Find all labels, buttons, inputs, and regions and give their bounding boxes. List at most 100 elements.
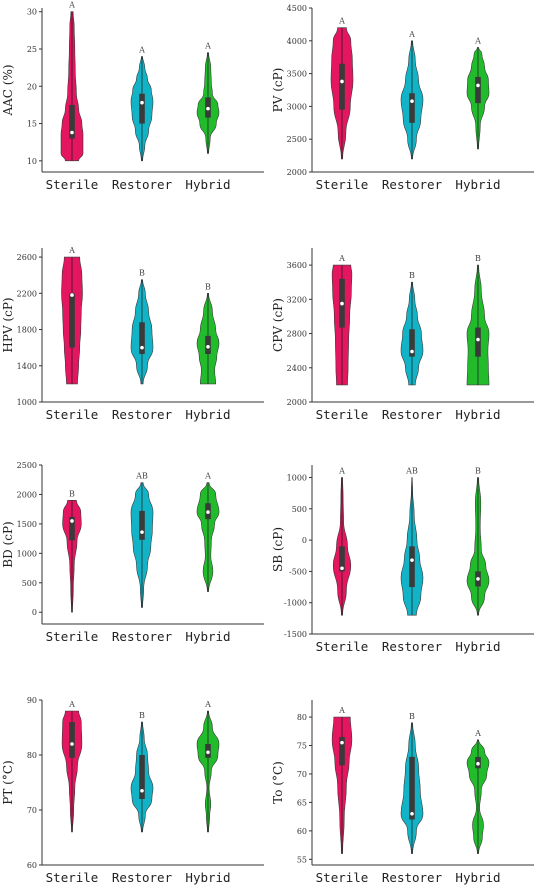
iqr-box bbox=[409, 329, 415, 357]
y-tick-label: 2800 bbox=[287, 330, 307, 339]
violin-restorer: AB Restorer bbox=[382, 467, 443, 654]
iqr-box bbox=[409, 93, 415, 123]
significance-letter: A bbox=[204, 42, 211, 51]
y-tick-label: 4500 bbox=[287, 4, 307, 13]
significance-letter: B bbox=[409, 271, 415, 280]
significance-letter: A bbox=[338, 254, 345, 263]
significance-letter: A bbox=[474, 729, 481, 738]
category-label: Restorer bbox=[382, 407, 443, 422]
violin-sterile: A Sterile bbox=[46, 246, 99, 422]
median-dot bbox=[70, 742, 74, 746]
median-dot bbox=[206, 344, 210, 349]
median-dot bbox=[410, 99, 414, 103]
category-label: Hybrid bbox=[455, 407, 500, 422]
panel-to-c: 55 60 65 70 75 80 To (°C) A Sterile B Restorer A Hyb… bbox=[271, 700, 534, 885]
significance-letter: A bbox=[338, 706, 345, 715]
violin-restorer: AB Restorer bbox=[112, 472, 173, 644]
y-tick-label: 75 bbox=[297, 742, 307, 751]
violin-sterile: A Sterile bbox=[316, 467, 369, 654]
significance-letter: A bbox=[338, 467, 345, 476]
y-tick-label: 80 bbox=[297, 713, 307, 722]
y-tick-label: 70 bbox=[297, 770, 307, 779]
category-label: Restorer bbox=[112, 629, 173, 644]
category-label: Restorer bbox=[112, 407, 173, 422]
violin-restorer: A Restorer bbox=[112, 45, 173, 192]
median-dot bbox=[206, 750, 210, 755]
violin-hybrid: A Hybrid bbox=[185, 700, 230, 885]
iqr-box bbox=[475, 76, 481, 104]
significance-letter: AB bbox=[135, 472, 148, 481]
panel-sb-cp: -1500 -1000 -500 0 500 1000 SB (cP) A Sterile AB R… bbox=[271, 465, 534, 654]
significance-letter: A bbox=[138, 45, 145, 54]
violin-restorer: B Restorer bbox=[382, 271, 443, 422]
median-dot bbox=[410, 558, 414, 562]
significance-letter: A bbox=[204, 700, 211, 709]
y-tick-label: 3600 bbox=[287, 261, 307, 270]
y-axis-label: To (°C) bbox=[271, 761, 285, 804]
category-label: Restorer bbox=[112, 870, 173, 885]
iqr-box bbox=[139, 510, 145, 540]
median-dot bbox=[476, 577, 480, 581]
significance-letter: A bbox=[474, 36, 481, 45]
y-axis-label: BD (cP) bbox=[1, 521, 15, 567]
y-tick-label: 90 bbox=[27, 696, 37, 705]
y-tick-label: 1500 bbox=[17, 520, 37, 529]
median-dot bbox=[140, 530, 144, 534]
iqr-box bbox=[409, 546, 415, 588]
y-tick-label: -1500 bbox=[284, 630, 307, 639]
category-label: Hybrid bbox=[185, 870, 230, 885]
y-tick-label: 1400 bbox=[17, 362, 37, 371]
y-tick-label: 3200 bbox=[287, 295, 307, 304]
median-dot bbox=[206, 106, 210, 111]
category-label: Hybrid bbox=[455, 177, 500, 192]
panel-aac: 10 15 20 25 30 AAC (%) A Sterile A Restorer A Hybri… bbox=[1, 1, 264, 192]
category-label: Hybrid bbox=[455, 870, 500, 885]
median-dot bbox=[70, 293, 74, 297]
significance-letter: B bbox=[409, 712, 415, 721]
significance-letter: B bbox=[139, 711, 145, 720]
median-dot bbox=[140, 788, 144, 793]
y-tick-label: 80 bbox=[27, 751, 37, 760]
violin-hybrid: A Hybrid bbox=[185, 472, 230, 644]
y-tick-label: 2400 bbox=[287, 364, 307, 373]
y-tick-label: 65 bbox=[297, 798, 307, 807]
panel-hpv-cp: 1000 1400 1800 2200 2600 HPV (cP) A Sterile B Res… bbox=[1, 246, 264, 422]
violin-sterile: A Sterile bbox=[46, 1, 99, 192]
y-tick-label: -1000 bbox=[284, 599, 307, 608]
y-axis-label: PV (cP) bbox=[271, 68, 285, 113]
median-dot bbox=[410, 349, 414, 354]
violin-restorer: B Restorer bbox=[382, 712, 443, 885]
significance-letter: B bbox=[475, 254, 481, 263]
iqr-box bbox=[409, 756, 415, 820]
median-dot bbox=[70, 519, 74, 523]
iqr-box bbox=[139, 322, 145, 354]
y-tick-label: 1000 bbox=[17, 549, 37, 558]
category-label: Sterile bbox=[46, 407, 99, 422]
significance-letter: B bbox=[69, 489, 75, 498]
violin-hybrid: A Hybrid bbox=[185, 42, 230, 192]
violin-restorer: B Restorer bbox=[112, 711, 173, 885]
significance-letter: A bbox=[338, 17, 345, 26]
category-label: Hybrid bbox=[185, 407, 230, 422]
y-tick-label: 2000 bbox=[17, 490, 37, 499]
median-dot bbox=[340, 566, 344, 571]
category-label: Sterile bbox=[316, 639, 369, 654]
significance-letter: B bbox=[475, 467, 481, 476]
iqr-box bbox=[69, 516, 75, 541]
y-tick-label: 2500 bbox=[287, 135, 307, 144]
y-tick-label: 70 bbox=[27, 806, 37, 815]
category-label: Sterile bbox=[316, 407, 369, 422]
median-dot bbox=[476, 337, 480, 342]
category-label: Sterile bbox=[46, 870, 99, 885]
y-tick-label: 2000 bbox=[287, 168, 307, 177]
y-tick-label: 25 bbox=[27, 45, 37, 54]
violin-sterile: A Sterile bbox=[316, 254, 369, 422]
iqr-box bbox=[339, 736, 345, 766]
significance-letter: A bbox=[204, 472, 211, 481]
violin-hybrid: B Hybrid bbox=[185, 282, 230, 422]
y-tick-label: -500 bbox=[289, 567, 307, 576]
y-tick-label: 3500 bbox=[287, 70, 307, 79]
significance-letter: B bbox=[205, 282, 211, 291]
y-axis-label: AAC (%) bbox=[1, 64, 15, 116]
iqr-box bbox=[339, 63, 345, 110]
